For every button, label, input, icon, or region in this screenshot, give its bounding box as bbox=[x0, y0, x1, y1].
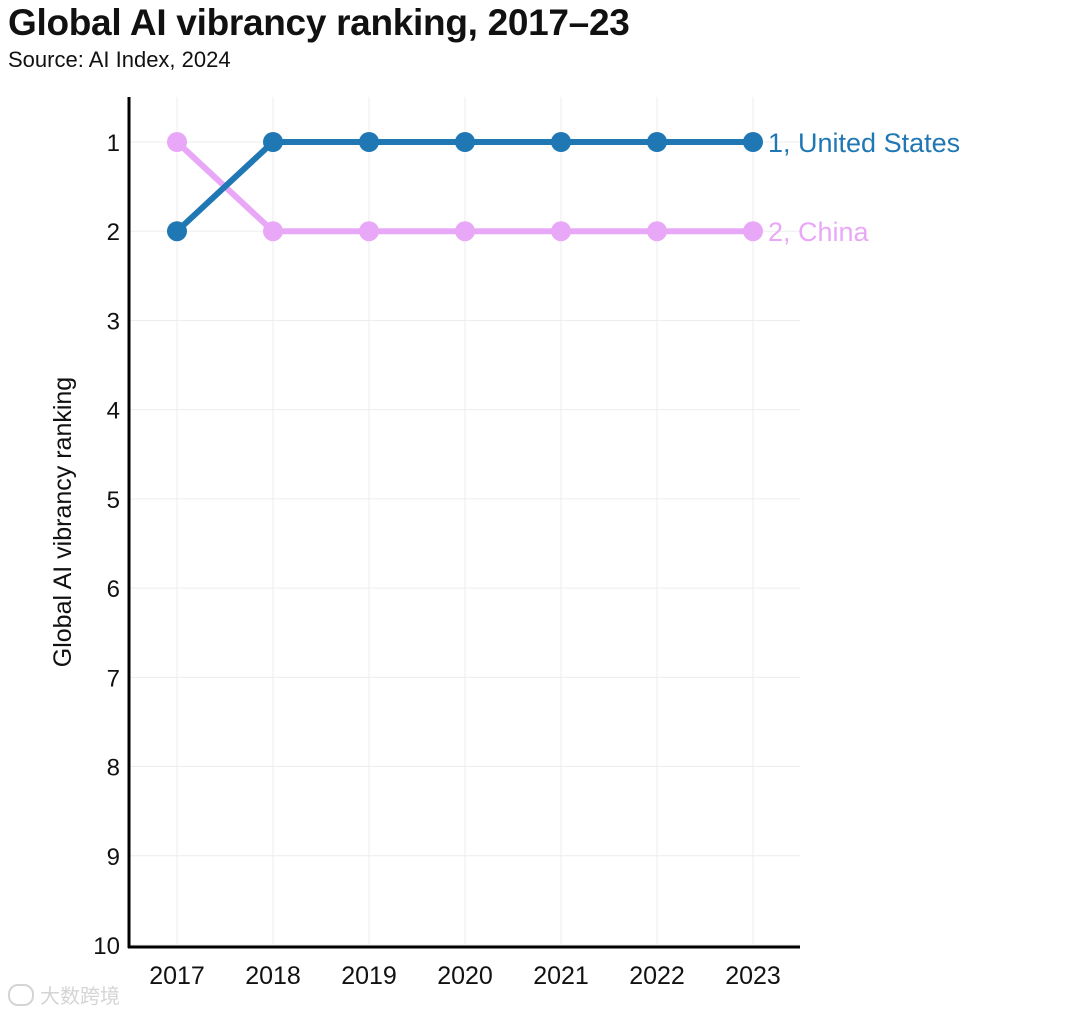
series-lines bbox=[167, 132, 763, 242]
y-tick-label: 2 bbox=[107, 219, 120, 246]
watermark-text: 大数跨境 bbox=[40, 986, 120, 1008]
data-point-united-states bbox=[359, 132, 379, 152]
series-end-label-united-states: 1, United States bbox=[768, 128, 960, 158]
data-point-united-states bbox=[647, 132, 667, 152]
chart-title: Global AI vibrancy ranking, 2017–23 bbox=[8, 2, 630, 43]
data-point-united-states bbox=[743, 132, 763, 152]
data-point-china bbox=[263, 221, 283, 242]
x-tick-label: 2023 bbox=[725, 962, 781, 990]
y-tick-label: 10 bbox=[93, 933, 120, 960]
watermark: 大数跨境 bbox=[8, 980, 120, 1009]
data-point-united-states bbox=[551, 132, 571, 152]
y-tick-label: 8 bbox=[107, 755, 120, 782]
axes bbox=[127, 97, 800, 949]
data-point-united-states bbox=[455, 132, 475, 152]
labels: 1 2 3 4 5 6 7 8 9 10 2017 2018 2019 2020 2021 2022 2023 G… bbox=[49, 128, 960, 990]
y-tick-label: 1 bbox=[107, 130, 120, 157]
x-tick-label: 2020 bbox=[437, 962, 493, 990]
data-point-china bbox=[167, 132, 187, 152]
series-end-label-china: 2, China bbox=[768, 217, 870, 247]
data-point-china bbox=[551, 221, 571, 242]
watermark-logo-icon bbox=[8, 984, 34, 1006]
chart-subtitle: Source: AI Index, 2024 bbox=[8, 47, 231, 72]
data-point-united-states bbox=[167, 221, 187, 242]
x-tick-label: 2018 bbox=[245, 962, 301, 990]
y-tick-label: 3 bbox=[107, 308, 120, 335]
data-point-china bbox=[647, 221, 667, 242]
data-point-china bbox=[455, 221, 475, 242]
x-tick-label: 2022 bbox=[629, 962, 685, 990]
data-point-china bbox=[743, 221, 763, 242]
x-tick-label: 2017 bbox=[149, 962, 205, 990]
x-tick-label: 2019 bbox=[341, 962, 397, 990]
y-tick-label: 6 bbox=[107, 576, 120, 603]
data-point-united-states bbox=[263, 132, 283, 152]
y-tick-label: 7 bbox=[107, 665, 120, 692]
x-tick-label: 2021 bbox=[533, 962, 589, 990]
y-tick-label: 5 bbox=[107, 487, 120, 514]
y-axis-title: Global AI vibrancy ranking bbox=[49, 377, 77, 667]
data-point-china bbox=[359, 221, 379, 242]
y-tick-label: 4 bbox=[107, 398, 120, 425]
y-tick-label: 9 bbox=[107, 844, 120, 871]
